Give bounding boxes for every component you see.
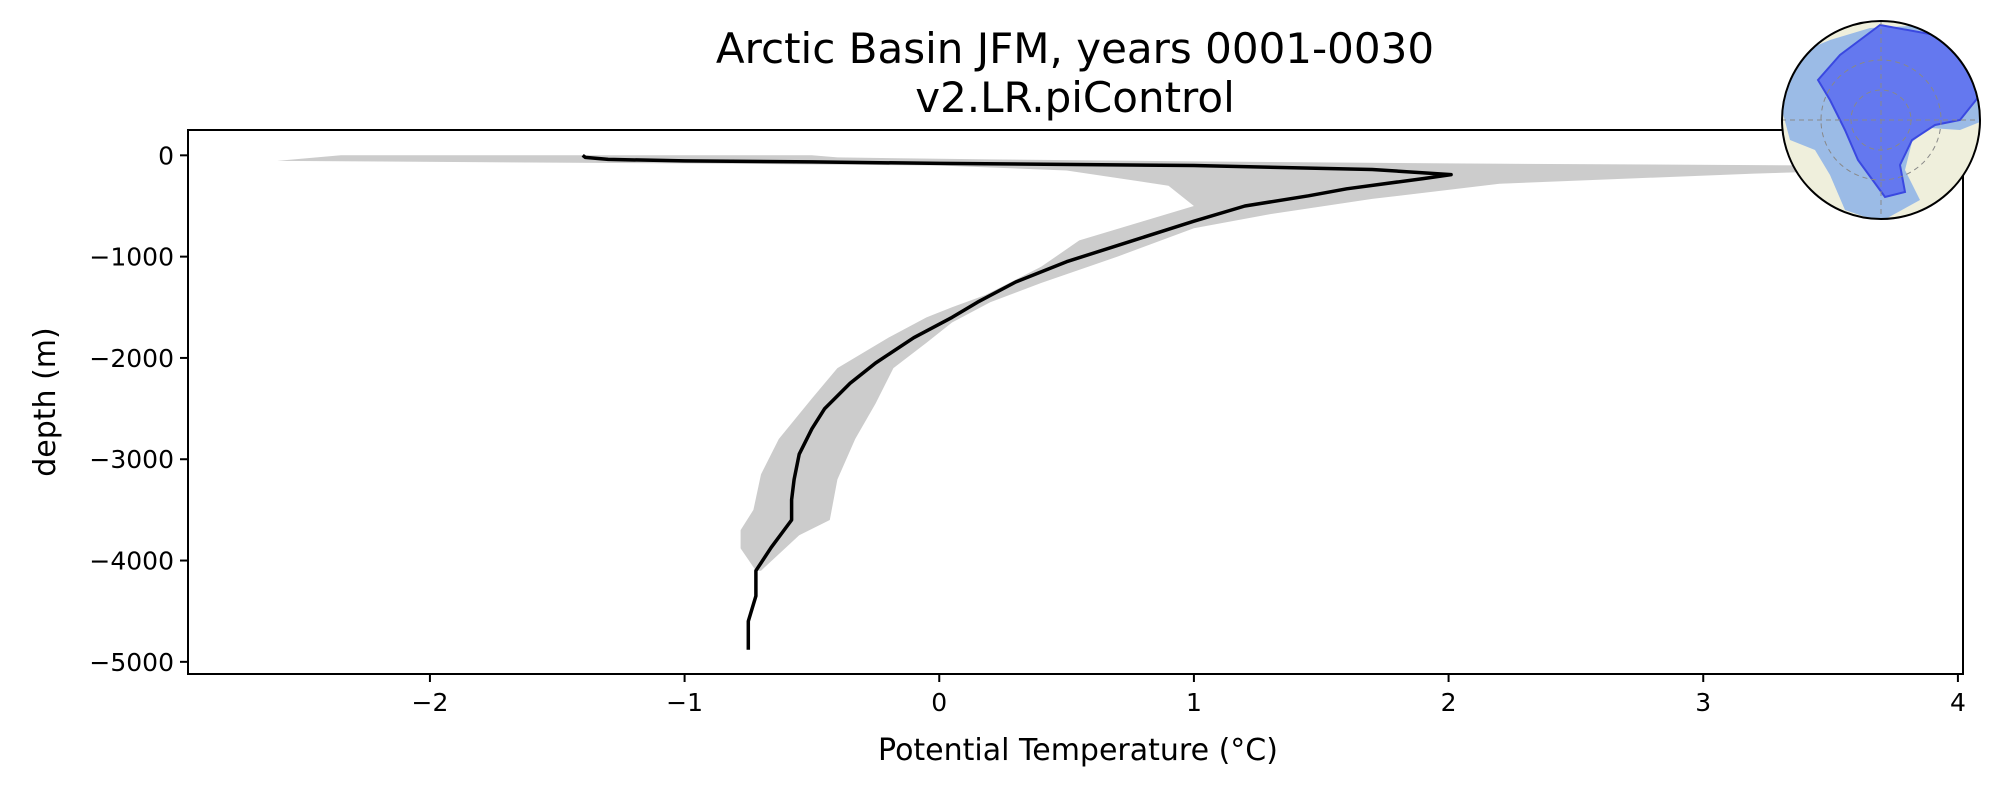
- range-band: [277, 155, 1958, 571]
- chart-subtitle: v2.LR.piControl: [915, 73, 1235, 122]
- y-tick-label: −1000: [89, 243, 174, 272]
- y-tick-label: −3000: [89, 445, 174, 474]
- x-tick-label: 2: [1441, 688, 1457, 717]
- x-tick-label: −1: [666, 688, 703, 717]
- y-tick-label: −4000: [89, 547, 174, 576]
- line-layer: [581, 153, 1453, 650]
- mean-profile-line: [581, 153, 1453, 650]
- x-ticks: −2 −1 0 1 2 3 4: [412, 674, 1966, 717]
- x-tick-label: 4: [1950, 688, 1966, 717]
- x-tick-label: 3: [1695, 688, 1711, 717]
- y-ticks: 0 −1000 −2000 −3000 −4000 −5000: [89, 141, 188, 677]
- y-tick-label: −2000: [89, 344, 174, 373]
- y-axis-label: depth (m): [28, 327, 63, 477]
- x-tick-label: −2: [412, 688, 449, 717]
- y-tick-label: −5000: [89, 648, 174, 677]
- x-tick-label: 1: [1186, 688, 1202, 717]
- axes-frame: [187, 129, 1964, 675]
- chart-title: Arctic Basin JFM, years 0001-0030: [716, 24, 1434, 73]
- arctic-basin-region: [1816, 23, 1980, 199]
- inset-map-border: [1781, 20, 1981, 220]
- y-tick-label: 0: [158, 141, 174, 170]
- x-tick-label: 0: [931, 688, 947, 717]
- inset-map-icon: [1781, 20, 1981, 220]
- range-layer: [277, 155, 1958, 571]
- x-axis-label: Potential Temperature (°C): [878, 733, 1278, 768]
